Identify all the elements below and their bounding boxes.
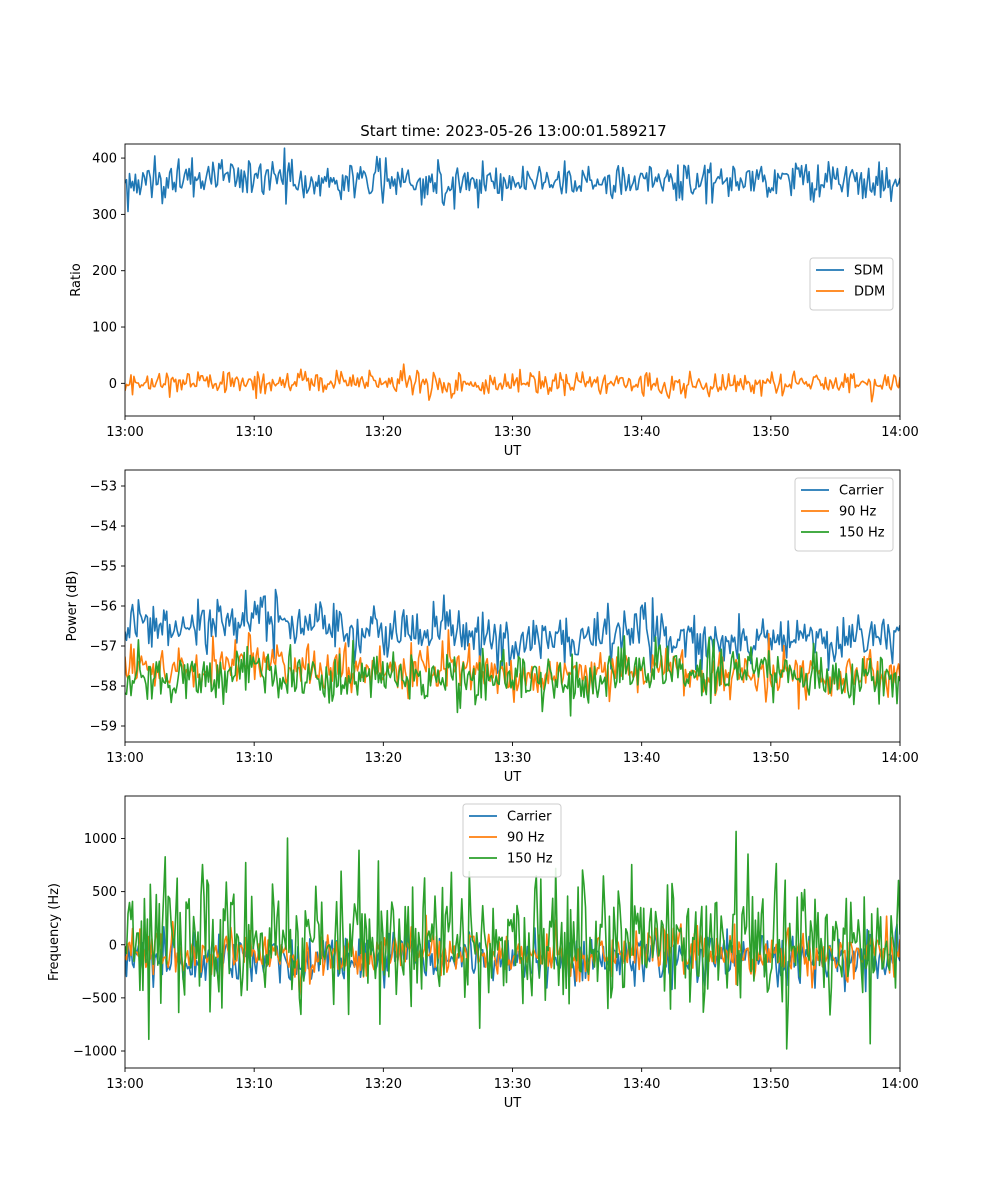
- x-tick-label: 13:30: [494, 751, 531, 766]
- y-tick-label: 1000: [84, 832, 117, 847]
- panel-3: 13:00 13:10 13:20 13:30 13:40 13:50 14:00 −1000…: [47, 795, 919, 1111]
- x-tick-label: 13:10: [235, 425, 272, 440]
- x-tick-label: 13:50: [752, 1077, 789, 1092]
- x-tick-label: 13:20: [365, 1077, 402, 1092]
- x-tick-label: 13:40: [623, 1077, 660, 1092]
- y-axis-label: Ratio: [69, 263, 84, 296]
- x-tick-label: 13:50: [752, 425, 789, 440]
- y-tick-label: −58: [90, 680, 117, 695]
- legend: Carrier 90 Hz 150 Hz: [462, 803, 562, 878]
- x-tick-label: 13:00: [106, 751, 143, 766]
- legend-label: 150 Hz: [839, 526, 885, 541]
- series-line-150-hz: [125, 830, 900, 1050]
- legend-label: 150 Hz: [507, 852, 553, 867]
- y-tick-label: 100: [92, 321, 117, 336]
- y-tick-label: 500: [92, 885, 117, 900]
- x-tick-label: 13:30: [494, 425, 531, 440]
- x-tick-label: 13:40: [623, 425, 660, 440]
- y-tick-label: −56: [90, 600, 117, 615]
- x-tick-label: 13:00: [106, 1077, 143, 1092]
- x-axis-label: UT: [504, 770, 522, 785]
- series-line-ddm: [125, 363, 900, 403]
- x-tick-label: 14:00: [881, 1077, 918, 1092]
- x-tick-label: 13:20: [365, 425, 402, 440]
- y-axis-label: Frequency (Hz): [47, 883, 62, 981]
- x-tick-label: 13:40: [623, 751, 660, 766]
- x-tick-label: 13:30: [494, 1077, 531, 1092]
- y-tick-label: −53: [90, 480, 117, 495]
- y-tick-label: 400: [92, 152, 117, 167]
- legend-label: 90 Hz: [507, 831, 544, 846]
- y-tick-label: 300: [92, 208, 117, 223]
- x-tick-label: 13:10: [235, 751, 272, 766]
- y-tick-label: −57: [90, 640, 117, 655]
- y-tick-label: −55: [90, 560, 117, 575]
- legend-box: [809, 257, 894, 311]
- legend-label: DDM: [854, 285, 885, 300]
- panel-2: 13:00 13:10 13:20 13:30 13:40 13:50 14:00 −53 −5…: [65, 469, 919, 785]
- legend-label: SDM: [854, 264, 883, 279]
- x-tick-label: 13:50: [752, 751, 789, 766]
- legend: Carrier 90 Hz 150 Hz: [794, 477, 894, 552]
- y-axis-label: Power (dB): [65, 571, 80, 642]
- chart-title: Start time: 2023-05-26 13:00:01.589217: [360, 122, 666, 140]
- panel-1: 13:00 13:10 13:20 13:30 13:40 13:50 14:00 0 100 2…: [69, 122, 919, 459]
- y-tick-label: 0: [109, 377, 117, 392]
- x-axis-label: UT: [504, 1096, 522, 1111]
- y-tick-label: −59: [90, 720, 117, 735]
- x-tick-label: 13:20: [365, 751, 402, 766]
- series-line-150-hz: [125, 635, 900, 717]
- legend-label: Carrier: [839, 484, 884, 499]
- x-tick-label: 14:00: [881, 425, 918, 440]
- y-tick-label: −54: [90, 520, 117, 535]
- series-line-carrier: [125, 588, 900, 674]
- x-tick-label: 13:00: [106, 425, 143, 440]
- legend-label: 90 Hz: [839, 505, 876, 520]
- x-axis-label: UT: [504, 444, 522, 459]
- y-tick-label: −1000: [73, 1045, 117, 1060]
- y-tick-label: 200: [92, 264, 117, 279]
- plot-frame: [124, 469, 901, 743]
- legend: SDM DDM: [809, 257, 894, 311]
- y-tick-label: −500: [81, 991, 117, 1006]
- series-line-90-hz: [125, 914, 900, 997]
- legend-label: Carrier: [507, 810, 552, 825]
- y-tick-label: 0: [109, 938, 117, 953]
- x-tick-label: 13:10: [235, 1077, 272, 1092]
- series-line-sdm: [125, 147, 900, 213]
- x-tick-label: 14:00: [881, 751, 918, 766]
